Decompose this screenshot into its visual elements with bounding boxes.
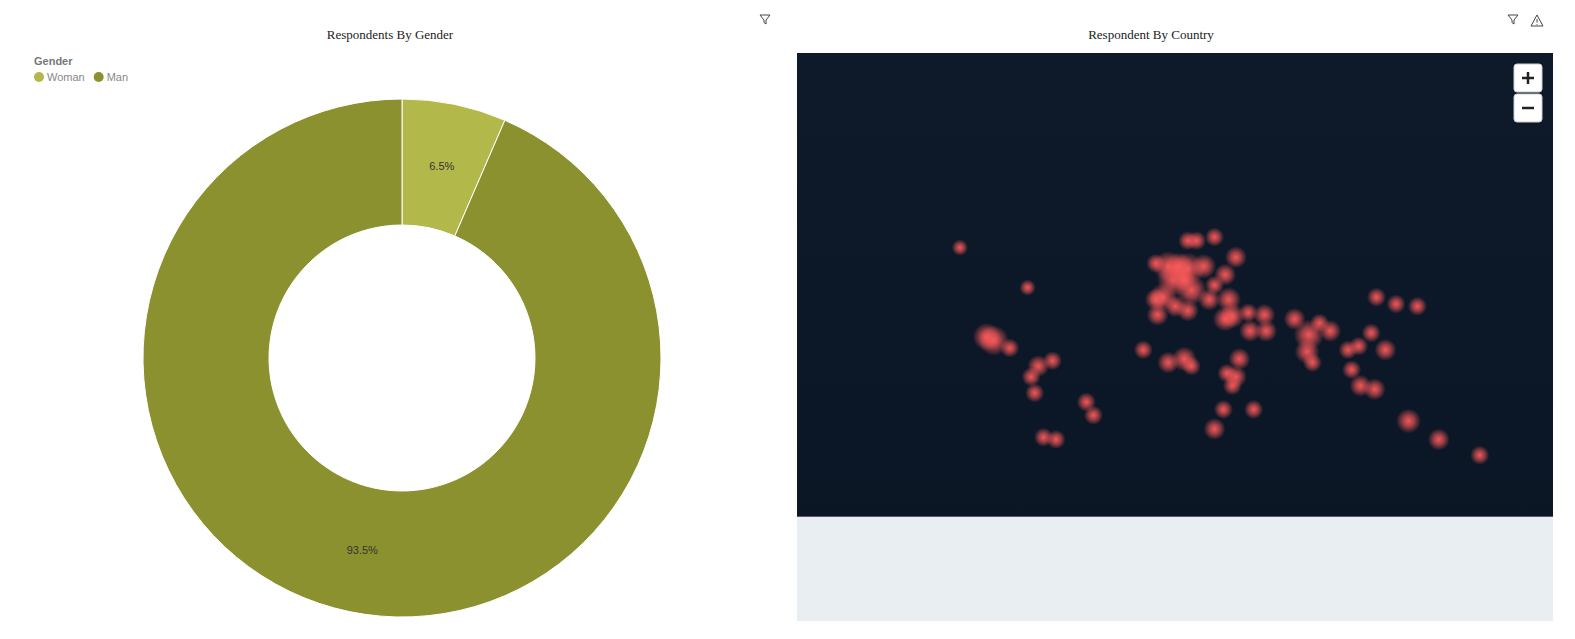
heat-point	[1191, 254, 1216, 279]
zoom-button[interactable]	[1514, 64, 1542, 92]
heat-point	[1046, 430, 1065, 449]
heat-point	[1019, 279, 1035, 295]
heat-point	[1146, 254, 1165, 273]
legend-label: Woman	[47, 71, 85, 83]
heat-point	[1000, 338, 1019, 357]
heat-point	[1084, 406, 1103, 425]
heat-point	[1367, 288, 1386, 307]
heat-point	[1134, 340, 1153, 359]
donut	[143, 99, 661, 617]
heat-point	[973, 323, 1001, 351]
legend: Gender Woman Man	[34, 55, 128, 83]
heat-point	[952, 239, 968, 255]
zoom-icon	[1527, 72, 1530, 84]
heat-point	[1408, 297, 1427, 316]
zoom-out[interactable]	[1514, 94, 1542, 122]
dashboard: Respondents By Gender Gender Woman Man 6.5% 9…	[0, 0, 1575, 639]
heat-point	[1244, 400, 1263, 419]
legend-title: Gender	[34, 55, 73, 67]
map-area[interactable]	[797, 53, 1553, 621]
zoom-icon	[1522, 107, 1534, 110]
country-map: Respondent By Country	[797, 27, 1553, 621]
zoom-button[interactable]	[1514, 94, 1542, 122]
slice[interactable]	[143, 99, 661, 617]
chart-title: Respondents By Gender	[327, 27, 454, 42]
heat-point	[1157, 352, 1179, 374]
gender-chart: Respondents By Gender Gender Woman Man 6.5% 9…	[34, 27, 661, 617]
heat-point	[1428, 428, 1450, 450]
heat-point	[1364, 378, 1386, 400]
heat-point	[1213, 307, 1238, 332]
legend-swatch	[94, 72, 104, 82]
heat-point	[1022, 367, 1041, 386]
heat-point	[1177, 300, 1199, 322]
heat-point	[1178, 231, 1197, 250]
heat-point	[1470, 446, 1489, 465]
heat-point	[1025, 383, 1044, 402]
heat-point	[1173, 269, 1195, 291]
heat-point	[1386, 294, 1405, 313]
map-background	[797, 53, 1553, 621]
heat-point	[1204, 418, 1226, 440]
heat-point	[1043, 351, 1062, 370]
filter-icon[interactable]	[760, 15, 770, 24]
warning-icon[interactable]	[1531, 15, 1543, 26]
zoom-in[interactable]	[1514, 64, 1542, 92]
heat-point	[1310, 313, 1329, 332]
heat-point	[1214, 400, 1233, 419]
chart-title: Respondent By Country	[1088, 27, 1214, 42]
heat-point	[1239, 303, 1258, 322]
legend-swatch	[34, 72, 44, 82]
filter-icon[interactable]	[1508, 15, 1518, 24]
heat-points	[952, 227, 1490, 464]
heat-point	[1338, 340, 1357, 359]
ice	[797, 517, 1553, 621]
heat-point	[1182, 356, 1201, 375]
data-label: 93.5%	[347, 544, 378, 556]
data-labels: 6.5% 93.5%	[347, 160, 455, 556]
heat-point	[1223, 376, 1242, 395]
heat-point	[1205, 227, 1224, 246]
data-label: 6.5%	[429, 160, 454, 172]
heat-point	[1374, 339, 1396, 361]
heat-point	[1303, 353, 1322, 372]
heat-point	[1396, 409, 1421, 434]
legend-label: Man	[107, 71, 128, 83]
